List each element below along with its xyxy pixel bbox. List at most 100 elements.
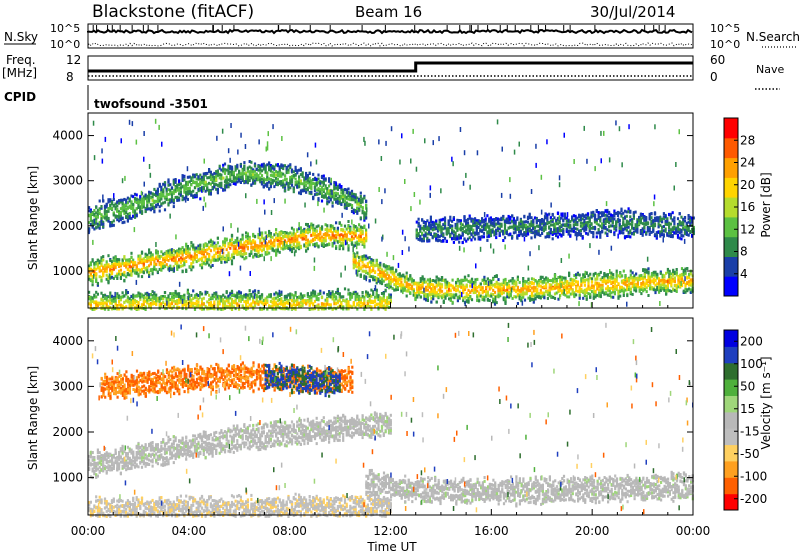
- heatmap-cell: [132, 208, 135, 212]
- heatmap-cell: [320, 226, 324, 230]
- heatmap-cell: [266, 184, 269, 188]
- nave-label: Nave: [756, 63, 784, 76]
- heatmap-cell: [354, 264, 357, 268]
- heatmap-cell: [96, 258, 99, 262]
- heatmap-cell: [135, 201, 138, 204]
- heatmap-cell: [243, 165, 246, 169]
- heatmap-cell: [100, 263, 103, 267]
- heatmap-cell: [289, 235, 292, 239]
- heatmap-cell: [298, 168, 301, 172]
- heatmap-cell: [148, 207, 151, 211]
- heatmap-cell: [682, 281, 685, 284]
- heatmap-cell: [190, 257, 193, 261]
- heatmap-cell: [466, 226, 470, 229]
- heatmap-cell: [181, 246, 184, 250]
- heatmap-cell: [195, 246, 198, 250]
- heatmap-cell: [121, 273, 124, 277]
- heatmap-cell: [239, 172, 242, 176]
- heatmap-cell: [352, 266, 355, 270]
- heatmap-cell: [181, 259, 184, 263]
- heatmap-cell: [170, 257, 174, 261]
- heatmap-cell: [255, 246, 258, 250]
- heatmap-cell: [342, 234, 345, 238]
- heatmap-cell: [239, 238, 242, 242]
- heatmap-cell: [445, 232, 448, 236]
- heatmap-cell: [680, 279, 684, 283]
- heatmap-cell: [172, 256, 175, 260]
- heatmap-cell: [391, 272, 394, 276]
- heatmap-cell: [541, 280, 544, 284]
- heatmap-cell: [509, 279, 512, 283]
- heatmap-cell: [461, 227, 464, 230]
- heatmap-cell: [190, 179, 193, 182]
- heatmap-cell: [181, 251, 184, 255]
- heatmap-cell: [552, 279, 555, 283]
- heatmap-cell: [610, 295, 613, 299]
- heatmap-cell: [426, 278, 429, 282]
- heatmap-cell: [305, 177, 308, 181]
- heatmap-cell: [119, 214, 122, 218]
- heatmap-cell: [686, 282, 689, 286]
- heatmap-cell: [236, 253, 239, 256]
- heatmap-cell: [223, 170, 227, 174]
- heatmap-cell: [582, 275, 585, 279]
- heatmap-cell: [363, 237, 366, 240]
- heatmap-cell: [225, 179, 228, 183]
- heatmap-cell: [490, 286, 493, 290]
- heatmap-cell: [268, 231, 271, 235]
- heatmap-cell: [234, 176, 237, 180]
- heatmap-cell: [319, 190, 322, 194]
- heatmap-cell: [328, 184, 331, 188]
- heatmap-cell: [181, 176, 184, 180]
- heatmap-cell: [319, 227, 322, 230]
- heatmap-cell: [409, 277, 412, 281]
- heatmap-cell: [172, 189, 175, 193]
- heatmap-cell: [181, 174, 184, 178]
- heatmap-cell: [438, 235, 441, 239]
- heatmap-cell: [121, 198, 124, 202]
- heatmap-cell: [442, 239, 445, 243]
- heatmap-cell: [335, 198, 338, 201]
- heatmap-cell: [209, 189, 212, 192]
- heatmap-cell: [361, 230, 364, 234]
- heatmap-cell: [144, 252, 147, 256]
- heatmap-cell: [388, 284, 391, 288]
- heatmap-cell: [296, 180, 299, 184]
- heatmap-cell: [409, 286, 412, 290]
- heatmap-cell: [262, 179, 265, 183]
- heatmap-cell: [476, 277, 479, 281]
- heatmap-cell: [324, 239, 327, 243]
- heatmap-cell: [222, 163, 225, 167]
- heatmap-cell: [294, 239, 297, 243]
- heatmap-cell: [635, 283, 638, 287]
- heatmap-cell: [299, 189, 302, 193]
- heatmap-cell: [439, 294, 442, 298]
- heatmap-cell: [276, 239, 279, 243]
- heatmap-cell: [601, 276, 604, 280]
- heatmap-cell: [200, 248, 204, 252]
- heatmap-cell: [336, 199, 339, 203]
- heatmap-cell: [594, 290, 597, 294]
- heatmap-cell: [91, 283, 94, 287]
- heatmap-cell: [169, 183, 172, 187]
- heatmap-cell: [601, 280, 604, 284]
- heatmap-cell: [425, 280, 428, 284]
- heatmap-cell: [245, 252, 248, 256]
- heatmap-cell: [428, 223, 431, 227]
- heatmap-cell: [345, 201, 348, 205]
- heatmap-cell: [663, 287, 666, 290]
- heatmap-cell: [185, 185, 188, 189]
- heatmap-cell: [273, 238, 276, 242]
- heatmap-cell: [506, 285, 509, 289]
- heatmap-cell: [234, 165, 237, 169]
- heatmap-cell: [483, 278, 486, 282]
- heatmap-cell: [151, 253, 154, 257]
- heatmap-cell: [222, 167, 225, 171]
- heatmap-cell: [294, 249, 297, 253]
- heatmap-cell: [192, 173, 195, 177]
- nsky-panel: [87, 23, 694, 49]
- heatmap-cell: [467, 296, 470, 300]
- heatmap-cell: [236, 174, 239, 178]
- heatmap-cell: [395, 288, 398, 292]
- heatmap-cell: [516, 292, 519, 296]
